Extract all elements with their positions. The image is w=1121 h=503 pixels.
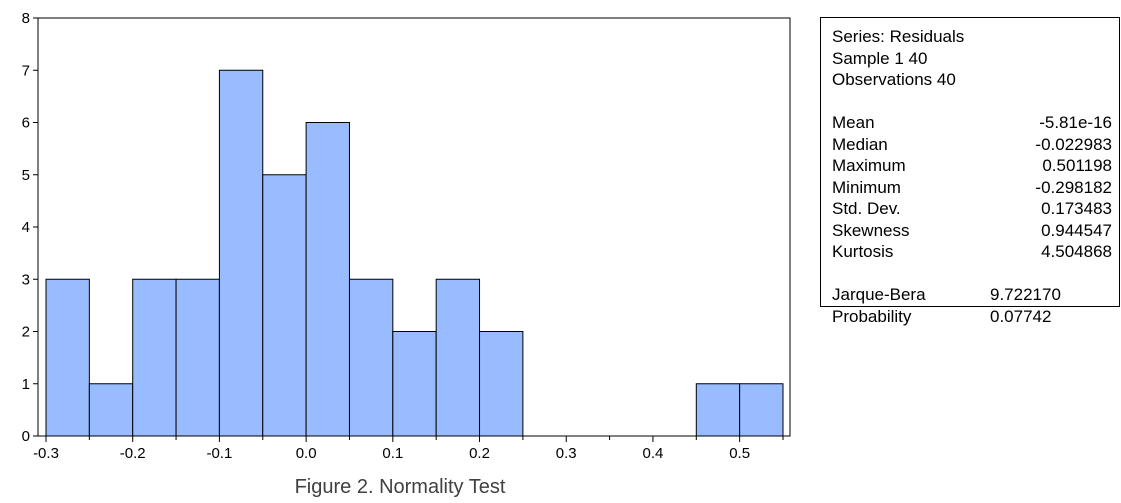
stat-value: -0.022983 — [1035, 134, 1112, 154]
stat-value: 0.173483 — [1041, 199, 1112, 218]
spacer — [832, 91, 1119, 113]
observations-count: Observations 40 — [832, 70, 956, 89]
x-tick-label: 0.0 — [296, 445, 317, 462]
stat-label: Median — [832, 134, 888, 154]
stat-label: Kurtosis — [832, 242, 894, 261]
histogram-bar — [175, 278, 220, 437]
histogram-bar — [262, 174, 307, 437]
stat-row-probability: Probability 0.07742 — [832, 306, 1119, 328]
stat-value: 0.501198 — [1042, 156, 1112, 175]
y-tick-label: 7 — [22, 62, 30, 79]
y-tick-label: 3 — [22, 271, 30, 288]
histogram-bar — [45, 278, 90, 437]
spacer — [832, 263, 1119, 285]
stat-value: -5.81e-16 — [1039, 113, 1112, 132]
y-axis-ticks: 0 1 2 3 4 5 6 7 8 — [22, 10, 38, 445]
series-name: Series: Residuals — [832, 27, 965, 46]
stat-row-kurtosis: Kurtosis 4.504868 — [832, 241, 1119, 263]
stat-row-maximum: Maximum 0.501198 — [832, 155, 1119, 177]
x-tick-label: -0.1 — [206, 445, 232, 462]
histogram-bar — [348, 278, 394, 437]
y-tick-label: 4 — [22, 219, 30, 236]
x-tick-label: 0.4 — [643, 445, 664, 462]
stat-value: 0.944547 — [1041, 220, 1112, 240]
x-tick-label: 0.5 — [729, 445, 750, 462]
histogram-bar — [435, 278, 481, 437]
x-axis-ticks: -0.3 -0.2 -0.1 0.0 0.1 0.2 0.3 0.4 0.5 — [33, 436, 784, 462]
stat-row-mean: Mean -5.81e-16 — [832, 112, 1119, 134]
figure-caption: Figure 2. Normality Test — [294, 476, 506, 498]
stat-row-jarque-bera: Jarque-Bera 9.722170 — [832, 284, 1119, 306]
stat-value: -0.298182 — [1035, 177, 1112, 197]
histogram-bar — [88, 383, 134, 437]
histogram-bar — [305, 122, 350, 437]
histogram-bar — [392, 331, 437, 437]
stat-label: Probability — [832, 306, 912, 326]
histogram-bar — [739, 383, 784, 437]
stat-row-minimum: Minimum -0.298182 — [832, 177, 1119, 199]
sample-range: Sample 1 40 — [832, 48, 928, 68]
stat-row-skewness: Skewness 0.944547 — [832, 220, 1119, 242]
histogram-bars — [45, 69, 784, 437]
y-tick-label: 5 — [22, 167, 30, 184]
histogram-chart: 0 1 2 3 4 5 6 7 8 -0.3 -0.2 -0.1 0.0 0.1 0.2 0.3 0.4 0.5 — [22, 10, 791, 462]
statistics-panel: Series: Residuals Sample 1 40 Observatio… — [820, 17, 1120, 326]
histogram-bar — [479, 331, 524, 437]
y-tick-label: 0 — [22, 428, 30, 445]
stat-row-median: Median -0.022983 — [832, 134, 1119, 156]
histogram-bar — [695, 383, 741, 437]
x-tick-label: 0.1 — [382, 445, 403, 462]
stat-label: Std. Dev. — [832, 199, 901, 218]
stat-label: Maximum — [832, 156, 906, 175]
stat-label: Mean — [832, 113, 875, 132]
y-tick-label: 8 — [22, 10, 30, 27]
stat-row-std-dev: Std. Dev. 0.173483 — [832, 198, 1119, 220]
histogram-bar — [132, 278, 177, 437]
y-tick-label: 6 — [22, 115, 30, 132]
x-tick-label: -0.3 — [33, 445, 59, 462]
y-tick-label: 1 — [22, 376, 30, 393]
stat-label: Skewness — [832, 220, 910, 240]
x-tick-label: 0.3 — [556, 445, 577, 462]
histogram-bar — [218, 69, 264, 437]
stat-label: Jarque-Bera — [832, 285, 926, 304]
x-tick-label: -0.2 — [120, 445, 146, 462]
stat-value: 9.722170 — [990, 285, 1061, 304]
y-tick-label: 2 — [22, 324, 30, 341]
stat-value: 0.07742 — [990, 306, 1052, 326]
stat-label: Minimum — [832, 177, 901, 197]
x-tick-label: 0.2 — [469, 445, 490, 462]
stat-value: 4.504868 — [1041, 242, 1112, 261]
